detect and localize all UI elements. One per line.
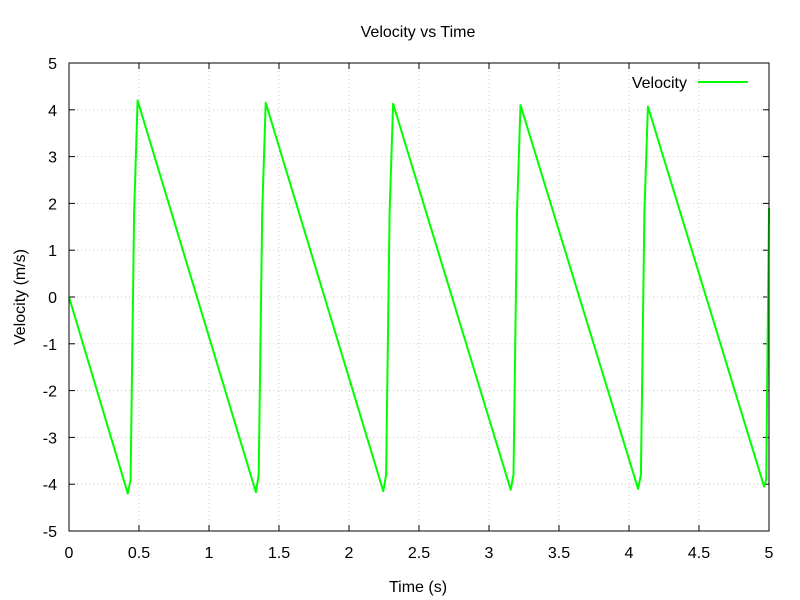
y-tick-label: 0 xyxy=(48,290,57,307)
x-tick-label: 0 xyxy=(65,545,74,562)
legend-label-velocity: Velocity xyxy=(632,75,687,92)
x-tick-label: 3 xyxy=(485,545,494,562)
x-axis-title: Time (s) xyxy=(389,579,447,596)
y-tick-label: -1 xyxy=(43,337,57,354)
y-tick-label: 5 xyxy=(48,56,57,73)
x-tick-label: 0.5 xyxy=(128,545,150,562)
y-tick-label: 2 xyxy=(48,196,57,213)
series-line-velocity xyxy=(68,99,770,495)
x-tick-label: 4 xyxy=(625,545,634,562)
axes: 0 0.5 1 1.5 2 2.5 3 3.5 4 4.5 5 -5 -4 -3 -2 -1 0 1 2 3 4 5 xyxy=(43,56,774,562)
y-tick-label: 4 xyxy=(48,103,57,120)
grid xyxy=(69,63,769,531)
plot-frame xyxy=(68,62,770,532)
chart-title: Velocity vs Time xyxy=(361,24,476,41)
x-tick-label: 5 xyxy=(765,545,774,562)
y-tick-label: 3 xyxy=(48,150,57,167)
x-tick-label: 2 xyxy=(345,545,354,562)
x-tick-label: 1.5 xyxy=(268,545,290,562)
y-tick-label: -2 xyxy=(43,384,57,401)
x-tick-label: 4.5 xyxy=(688,545,710,562)
x-tick-label: 2.5 xyxy=(408,545,430,562)
x-tick-label: 3.5 xyxy=(548,545,570,562)
x-tick-label: 1 xyxy=(205,545,214,562)
legend: Velocity xyxy=(632,75,748,92)
y-tick-label: -3 xyxy=(43,430,57,447)
y-tick-label: 1 xyxy=(48,243,57,260)
series-layer xyxy=(68,99,770,495)
y-axis-title: Velocity (m/s) xyxy=(12,249,29,345)
y-tick-label: -5 xyxy=(43,524,57,541)
y-tick-label: -4 xyxy=(43,477,57,494)
